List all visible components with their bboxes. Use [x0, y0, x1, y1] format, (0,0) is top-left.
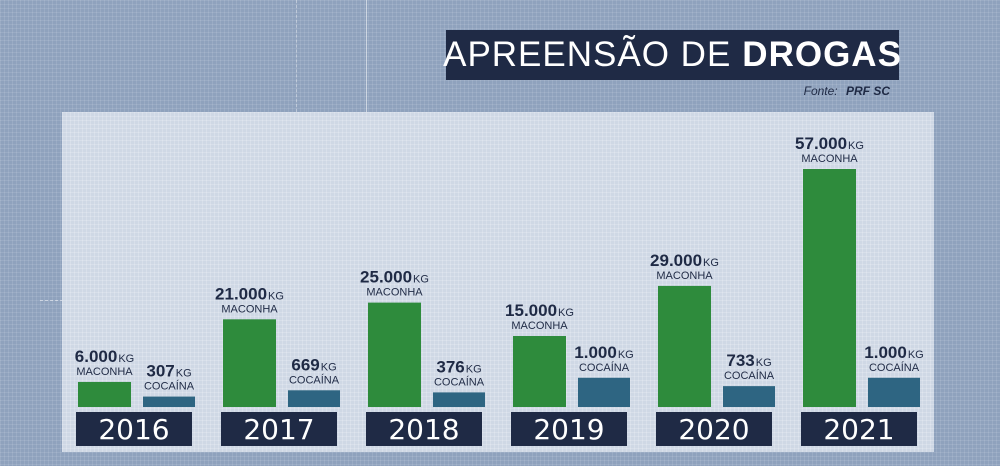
year-label-2020: 2020 [678, 413, 749, 446]
series-label-2019-0: MACONHA [511, 320, 568, 332]
series-label-2017-0: MACONHA [221, 303, 278, 315]
value-label-2021-1: 1.000KG [864, 343, 923, 362]
series-label-2021-1: COCAÍNA [869, 361, 920, 374]
cocaina-bar-2019 [578, 377, 630, 407]
year-box-2017 [221, 412, 337, 446]
value-label-2019-1: 1.000KG [574, 343, 633, 362]
maconha-bar-2021 [803, 169, 856, 407]
year-box-2019 [511, 412, 627, 446]
series-label-2020-1: COCAÍNA [724, 369, 775, 382]
series-label-2019-1: COCAÍNA [579, 361, 630, 374]
title-bold: DROGAS [742, 35, 902, 74]
series-label-2020-0: MACONHA [656, 270, 713, 282]
title-light: APREENSÃO DE [443, 35, 732, 74]
cocaina-bar-2016 [143, 396, 195, 407]
cocaina-bar-2017 [288, 390, 340, 407]
value-label-2019-0: 15.000KG [505, 301, 574, 320]
year-box-2016 [76, 412, 192, 446]
series-label-2021-0: MACONHA [801, 153, 858, 165]
year-box-2020 [656, 412, 772, 446]
decor-line [366, 0, 367, 155]
source-caption: Fonte: PRF SC [770, 84, 890, 98]
value-label-2018-1: 376KG [436, 357, 481, 376]
series-label-2017-1: COCAÍNA [289, 373, 340, 386]
value-label-2021-0: 57.000KG [795, 134, 864, 153]
chart-title: APREENSÃO DE DROGAS [443, 30, 902, 80]
maconha-bar-2020 [658, 285, 711, 407]
maconha-bar-2016 [78, 381, 131, 407]
year-box-2021 [801, 412, 917, 446]
value-label-2020-0: 29.000KG [650, 251, 719, 270]
series-label-2018-1: COCAÍNA [434, 375, 485, 388]
year-label-2021: 2021 [823, 413, 894, 446]
year-label-2019: 2019 [533, 413, 604, 446]
series-label-2018-0: MACONHA [366, 287, 423, 299]
decor-line [296, 0, 297, 112]
cocaina-bar-2021 [868, 377, 920, 407]
maconha-bar-2018 [368, 302, 421, 407]
value-label-2018-0: 25.000KG [360, 268, 429, 287]
series-label-2016-0: MACONHA [76, 366, 133, 378]
maconha-bar-2019 [513, 336, 566, 407]
series-label-2016-1: COCAÍNA [144, 380, 195, 393]
year-label-2017: 2017 [243, 413, 314, 446]
year-box-2018 [366, 412, 482, 446]
value-label-2017-0: 21.000KG [215, 284, 284, 303]
value-label-2020-1: 733KG [726, 351, 771, 370]
cocaina-bar-2020 [723, 386, 775, 407]
value-label-2017-1: 669KG [291, 355, 336, 374]
year-label-2018: 2018 [388, 413, 459, 446]
source-value: PRF SC [845, 84, 890, 98]
value-label-2016-1: 307KG [146, 362, 191, 381]
chart-panel [62, 112, 934, 452]
year-label-2016: 2016 [98, 413, 169, 446]
source-label: Fonte: [803, 84, 838, 98]
cocaina-bar-2018 [433, 392, 485, 407]
value-label-2016-0: 6.000KG [75, 347, 134, 366]
maconha-bar-2017 [223, 319, 276, 407]
